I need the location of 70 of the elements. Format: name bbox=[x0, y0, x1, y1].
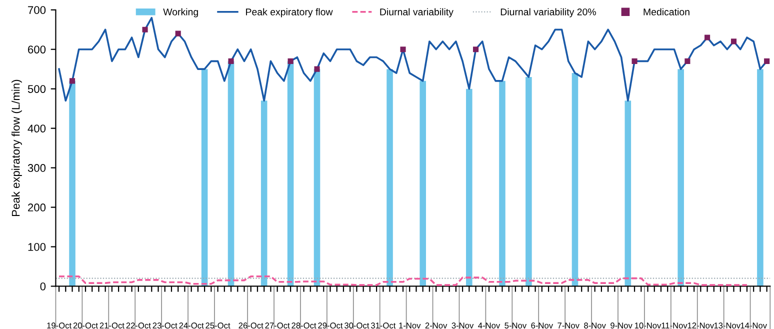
y-axis-title: Peak expiratory flow (L/min) bbox=[12, 80, 22, 216]
x-tick-label: 6-Nov bbox=[531, 322, 554, 328]
line-series bbox=[58, 275, 748, 286]
x-tick-label: 30-Oct bbox=[344, 322, 370, 328]
x-tick-label: 13-Nov bbox=[714, 322, 741, 328]
x-tick-label: 9-Nov bbox=[610, 322, 632, 328]
y-tick-label: 700 bbox=[28, 6, 46, 14]
x-tick-label: 7-Nov bbox=[558, 322, 580, 328]
point bbox=[288, 58, 294, 64]
bar bbox=[314, 69, 320, 286]
x-tick-label: 4-Nov bbox=[478, 322, 500, 328]
point bbox=[228, 58, 234, 64]
bar bbox=[287, 61, 294, 286]
legend-label: Peak expiratory flow bbox=[246, 8, 333, 18]
legend-label: Diurnal variability 20% bbox=[500, 8, 596, 18]
x-tick-label: 22-Oct bbox=[126, 322, 151, 328]
x-tick-label: 21-Oct bbox=[100, 322, 124, 328]
legend-label: Diurnal variability bbox=[380, 8, 454, 18]
bar bbox=[69, 80, 76, 286]
point bbox=[632, 58, 638, 64]
x-tick-label: 11-Nov bbox=[662, 322, 688, 328]
bar bbox=[420, 80, 426, 286]
bar bbox=[466, 88, 472, 286]
x-tick-label: 2-Nov bbox=[425, 322, 448, 328]
y-tick-label: 300 bbox=[28, 164, 46, 172]
x-tick-label: 19-Oct bbox=[47, 322, 72, 328]
bar bbox=[386, 69, 393, 286]
point bbox=[175, 30, 181, 36]
point bbox=[684, 58, 690, 64]
x-tick-label: 29-Oct bbox=[318, 322, 343, 328]
x-tick-label: 26-Oct bbox=[238, 322, 264, 328]
y-tick-label: 600 bbox=[28, 46, 46, 54]
point bbox=[730, 38, 737, 44]
x-tick-label: 27-Oct bbox=[265, 322, 290, 328]
x-tick-label: 14-Nov bbox=[740, 322, 767, 328]
x-tick-label: 24-Oct bbox=[179, 322, 204, 328]
y-tick-label: 400 bbox=[28, 124, 46, 132]
x-tick-label: 31-Oct bbox=[370, 322, 396, 328]
point bbox=[142, 26, 148, 32]
bar bbox=[228, 61, 234, 286]
x-tick-label: 3-Nov bbox=[452, 322, 474, 328]
x-tick-label: 12-Nov bbox=[688, 322, 714, 328]
bar bbox=[499, 80, 506, 286]
bar bbox=[260, 100, 268, 286]
y-tick-label: 500 bbox=[28, 85, 46, 93]
bar bbox=[678, 69, 684, 286]
x-tick-label: 25-Oct bbox=[206, 322, 230, 328]
bar bbox=[526, 76, 532, 286]
x-tick-label: 8-Nov bbox=[584, 322, 606, 328]
point bbox=[314, 66, 320, 72]
legend-label: Working bbox=[163, 8, 198, 18]
point bbox=[764, 58, 770, 64]
point bbox=[69, 78, 76, 84]
bar bbox=[201, 69, 208, 286]
y-tick-label: 0 bbox=[40, 282, 46, 290]
x-tick-label: 5-Nov bbox=[504, 322, 527, 328]
point bbox=[472, 46, 479, 52]
y-tick-label: 100 bbox=[28, 243, 46, 251]
point bbox=[400, 46, 406, 52]
y-tick-label: 200 bbox=[28, 204, 46, 212]
legend-label: Medication bbox=[644, 8, 690, 16]
x-tick-label: 1-Nov bbox=[399, 322, 421, 328]
x-tick-label: 10-Nov bbox=[634, 322, 662, 328]
point bbox=[704, 34, 710, 40]
x-tick-label: 20-Oct bbox=[73, 322, 98, 328]
x-tick-label: 23-Oct bbox=[152, 322, 178, 328]
x-tick-label: 28-Oct bbox=[292, 322, 316, 328]
bar bbox=[624, 100, 632, 286]
bar bbox=[572, 73, 578, 286]
bar bbox=[757, 69, 764, 286]
